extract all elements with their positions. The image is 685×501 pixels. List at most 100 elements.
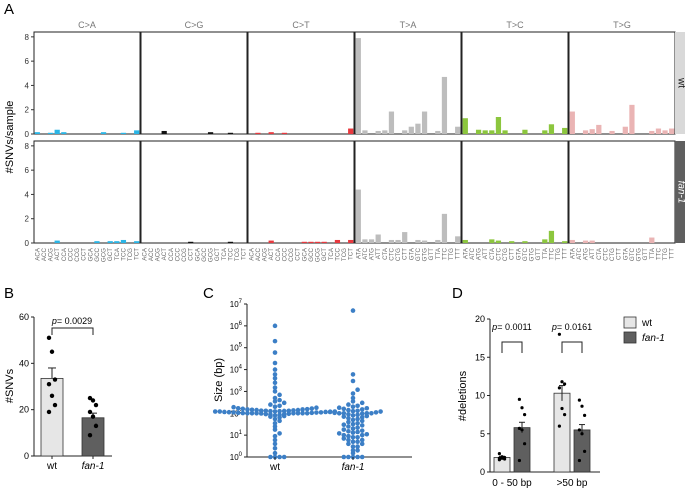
facet-title: C>G	[185, 20, 204, 30]
y-tick-label: 20	[19, 405, 29, 415]
tick-exponent: 1	[239, 430, 243, 436]
data-point	[355, 403, 360, 409]
bar	[415, 123, 421, 134]
bar	[596, 124, 602, 134]
bar	[314, 241, 321, 243]
data-point	[583, 449, 587, 453]
facet-panel	[33, 31, 141, 135]
x-tick-label: GTT	[642, 248, 649, 261]
bar	[348, 128, 354, 134]
p-value: = 0.0011	[497, 322, 532, 332]
x-tick-label: GTT	[428, 248, 435, 261]
data-point	[217, 409, 223, 414]
x-tick-label: ACT	[268, 248, 275, 261]
x-tick-label: GCG	[101, 248, 108, 262]
y-tick-label: 0	[24, 451, 29, 461]
bar	[362, 239, 368, 243]
x-tick-label: GCA	[87, 247, 94, 261]
x-tick-label: CTT	[509, 248, 516, 260]
x-tick-label: ATA	[462, 247, 469, 259]
data-point	[226, 409, 232, 415]
bar	[649, 237, 655, 243]
row-strip-label: wt	[675, 77, 685, 88]
data-point	[364, 405, 370, 411]
tick-base: 10	[230, 453, 239, 462]
data-point	[350, 430, 356, 435]
bar	[388, 239, 395, 243]
x-tick-label: ATT	[589, 248, 596, 259]
x-tick-label: GCC	[308, 247, 315, 261]
y-tick-label: 105	[230, 343, 243, 353]
data-point	[272, 446, 278, 451]
y-tick-label: 101	[230, 430, 243, 440]
data-point	[309, 410, 315, 416]
data-point	[49, 393, 55, 398]
data-point	[277, 403, 282, 409]
x-tick-label: CTA	[596, 247, 603, 260]
bar	[562, 241, 568, 243]
x-tick-label: ATA	[569, 247, 576, 259]
bar	[408, 126, 414, 134]
data-point	[281, 411, 287, 417]
data-point	[359, 423, 365, 428]
facet-title: T>A	[400, 20, 417, 30]
y-tick-label: 60	[19, 312, 29, 322]
data-point	[222, 409, 227, 415]
data-point	[272, 424, 278, 429]
p-symbol: p	[491, 322, 497, 332]
data-point	[93, 423, 99, 429]
x-tick-label: TCA	[221, 247, 228, 260]
data-point	[517, 397, 522, 401]
x-tick-label: ATC	[469, 247, 476, 259]
bar	[462, 239, 468, 243]
data-point	[560, 380, 564, 384]
y-axis-label: #SNVs/sample	[4, 101, 16, 174]
data-point	[359, 428, 365, 433]
data-point	[580, 432, 584, 436]
data-point	[563, 413, 567, 417]
data-point	[249, 407, 255, 413]
data-point	[272, 367, 278, 372]
bar	[120, 239, 127, 243]
x-tick-label: TCG	[234, 248, 241, 261]
data-point	[268, 402, 273, 407]
x-tick-label: ATT	[375, 248, 382, 259]
bar	[553, 392, 571, 473]
y-tick-label: 10	[475, 391, 485, 401]
data-point	[557, 424, 562, 428]
bar	[548, 124, 555, 134]
bar	[375, 130, 381, 134]
data-point	[277, 397, 282, 403]
data-point	[359, 437, 365, 443]
y-tick-label: 40	[19, 358, 29, 368]
x-tick-label: GTA	[515, 247, 522, 260]
data-point	[346, 424, 351, 429]
x-tick-label: TCC	[334, 247, 341, 260]
tick-exponent: 2	[239, 408, 243, 414]
data-point	[291, 408, 296, 413]
facet-panel	[140, 140, 248, 244]
data-point	[378, 409, 383, 414]
x-tick-label: GTG	[529, 248, 536, 262]
data-point	[52, 402, 58, 408]
data-point	[46, 335, 52, 341]
panel-label: A	[4, 1, 14, 18]
bar	[542, 130, 548, 134]
y-tick-label: 0	[480, 467, 485, 477]
data-point	[355, 429, 360, 435]
x-tick-label: GTC	[522, 247, 529, 261]
data-point	[359, 432, 365, 438]
x-tick-label: ACG	[48, 248, 55, 262]
bar	[402, 232, 408, 243]
row-strip	[675, 32, 685, 134]
bar	[281, 132, 288, 134]
x-tick-label: CCA	[168, 247, 175, 261]
data-point	[272, 404, 278, 410]
data-point	[341, 436, 347, 441]
data-point	[346, 433, 351, 439]
x-tick-label: TTG	[448, 248, 455, 261]
data-point	[364, 410, 370, 416]
data-point	[87, 409, 93, 415]
x-tick-label: GCA	[194, 247, 201, 261]
